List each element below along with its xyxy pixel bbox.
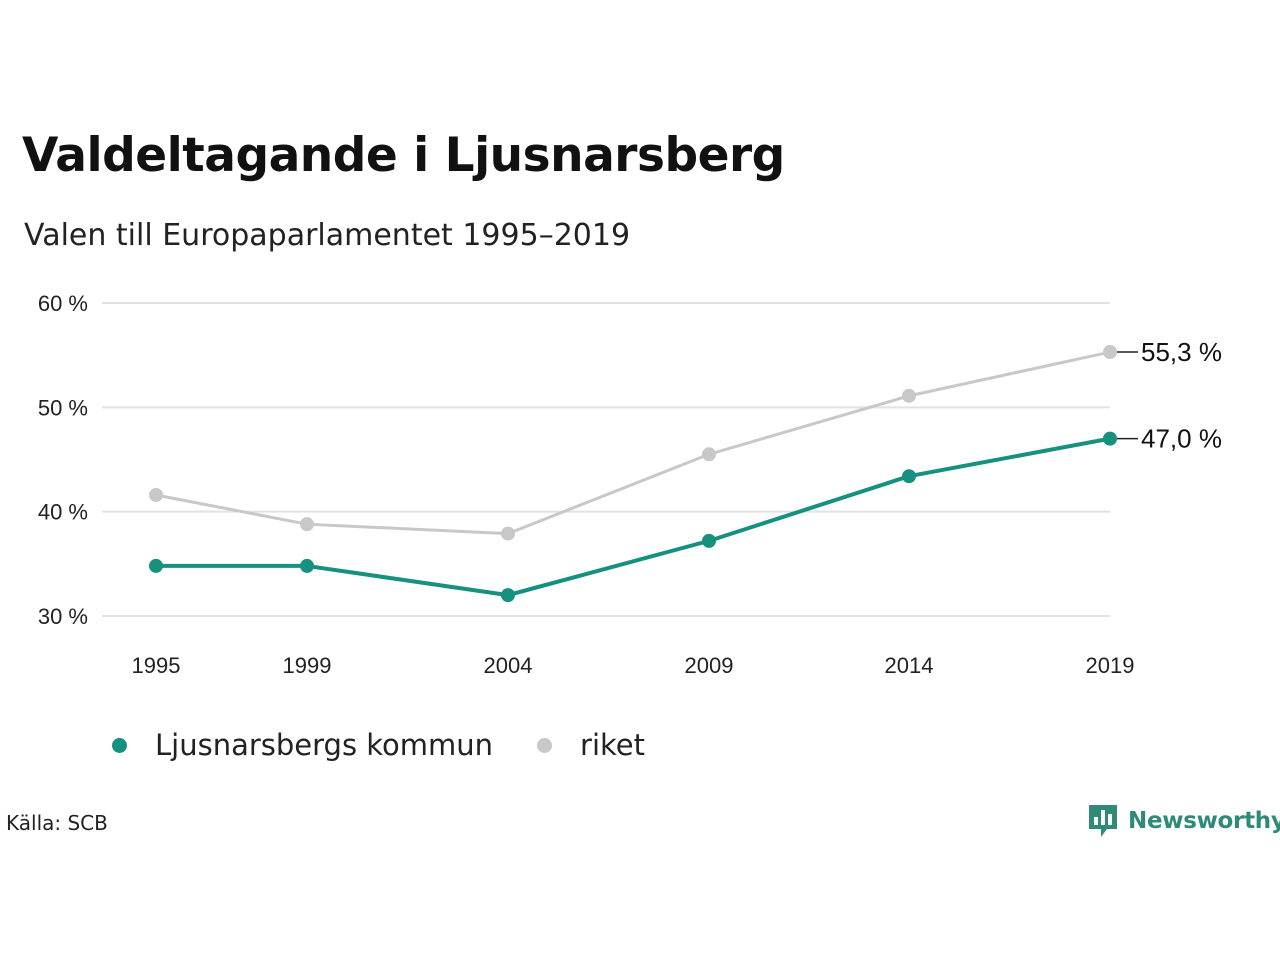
end-label: 55,3 % bbox=[1141, 337, 1222, 367]
data-point[interactable] bbox=[501, 588, 515, 603]
data-point[interactable] bbox=[149, 558, 163, 573]
legend-label-riket: riket bbox=[580, 728, 645, 762]
brand-logo[interactable]: Newsworthy bbox=[1088, 804, 1280, 838]
x-tick-label: 2014 bbox=[885, 653, 934, 678]
data-point[interactable] bbox=[902, 388, 916, 403]
x-tick-label: 2009 bbox=[685, 653, 734, 678]
x-tick-label: 2004 bbox=[484, 653, 533, 678]
x-axis-ticks: 1995 1999 2004 2009 2014 2019 bbox=[132, 653, 1135, 678]
source-note: Källa: SCB bbox=[6, 811, 108, 835]
series-line bbox=[156, 436, 1111, 598]
gridlines bbox=[102, 302, 1110, 617]
series bbox=[149, 345, 1117, 603]
y-tick-label: 30 % bbox=[38, 604, 88, 629]
data-point[interactable] bbox=[300, 517, 314, 532]
legend: Ljusnarsbergs kommun riket bbox=[112, 728, 689, 762]
data-point[interactable] bbox=[702, 533, 716, 548]
data-point[interactable] bbox=[300, 558, 314, 573]
series-line bbox=[155, 350, 1111, 536]
newsworthy-logo-icon bbox=[1089, 805, 1117, 837]
series-ljusnarsberg bbox=[149, 431, 1117, 603]
brand-name: Newsworthy bbox=[1128, 808, 1280, 834]
y-tick-label: 50 % bbox=[38, 395, 88, 420]
data-point[interactable] bbox=[501, 526, 515, 541]
y-axis-ticks: 30 % 40 % 50 % 60 % bbox=[38, 291, 88, 629]
x-tick-label: 1999 bbox=[283, 653, 332, 678]
chart-subtitle: Valen till Europaparlamentet 1995–2019 bbox=[24, 218, 631, 253]
y-tick-label: 40 % bbox=[38, 500, 88, 525]
data-point[interactable] bbox=[902, 469, 916, 484]
chart-title: Valdeltagande i Ljusnarsberg bbox=[22, 128, 785, 183]
series-riket bbox=[149, 345, 1117, 541]
data-point[interactable] bbox=[149, 487, 163, 502]
data-point[interactable] bbox=[702, 447, 716, 462]
x-tick-label: 1995 bbox=[132, 653, 181, 678]
end-label: 47,0 % bbox=[1141, 424, 1222, 454]
legend-dot-ljusnarsberg bbox=[112, 737, 127, 753]
legend-label-ljusnarsberg: Ljusnarsbergs kommun bbox=[155, 728, 494, 762]
x-tick-label: 2019 bbox=[1086, 653, 1135, 678]
y-tick-label: 60 % bbox=[38, 291, 88, 316]
legend-dot-riket bbox=[537, 737, 553, 753]
data-point[interactable] bbox=[1103, 345, 1117, 360]
legend-item-ljusnarsberg[interactable]: Ljusnarsbergs kommun bbox=[112, 728, 493, 762]
data-point[interactable] bbox=[1103, 431, 1117, 446]
legend-item-riket[interactable]: riket bbox=[537, 728, 645, 762]
end-labels: 47,0 % 55,3 % bbox=[1117, 337, 1222, 454]
